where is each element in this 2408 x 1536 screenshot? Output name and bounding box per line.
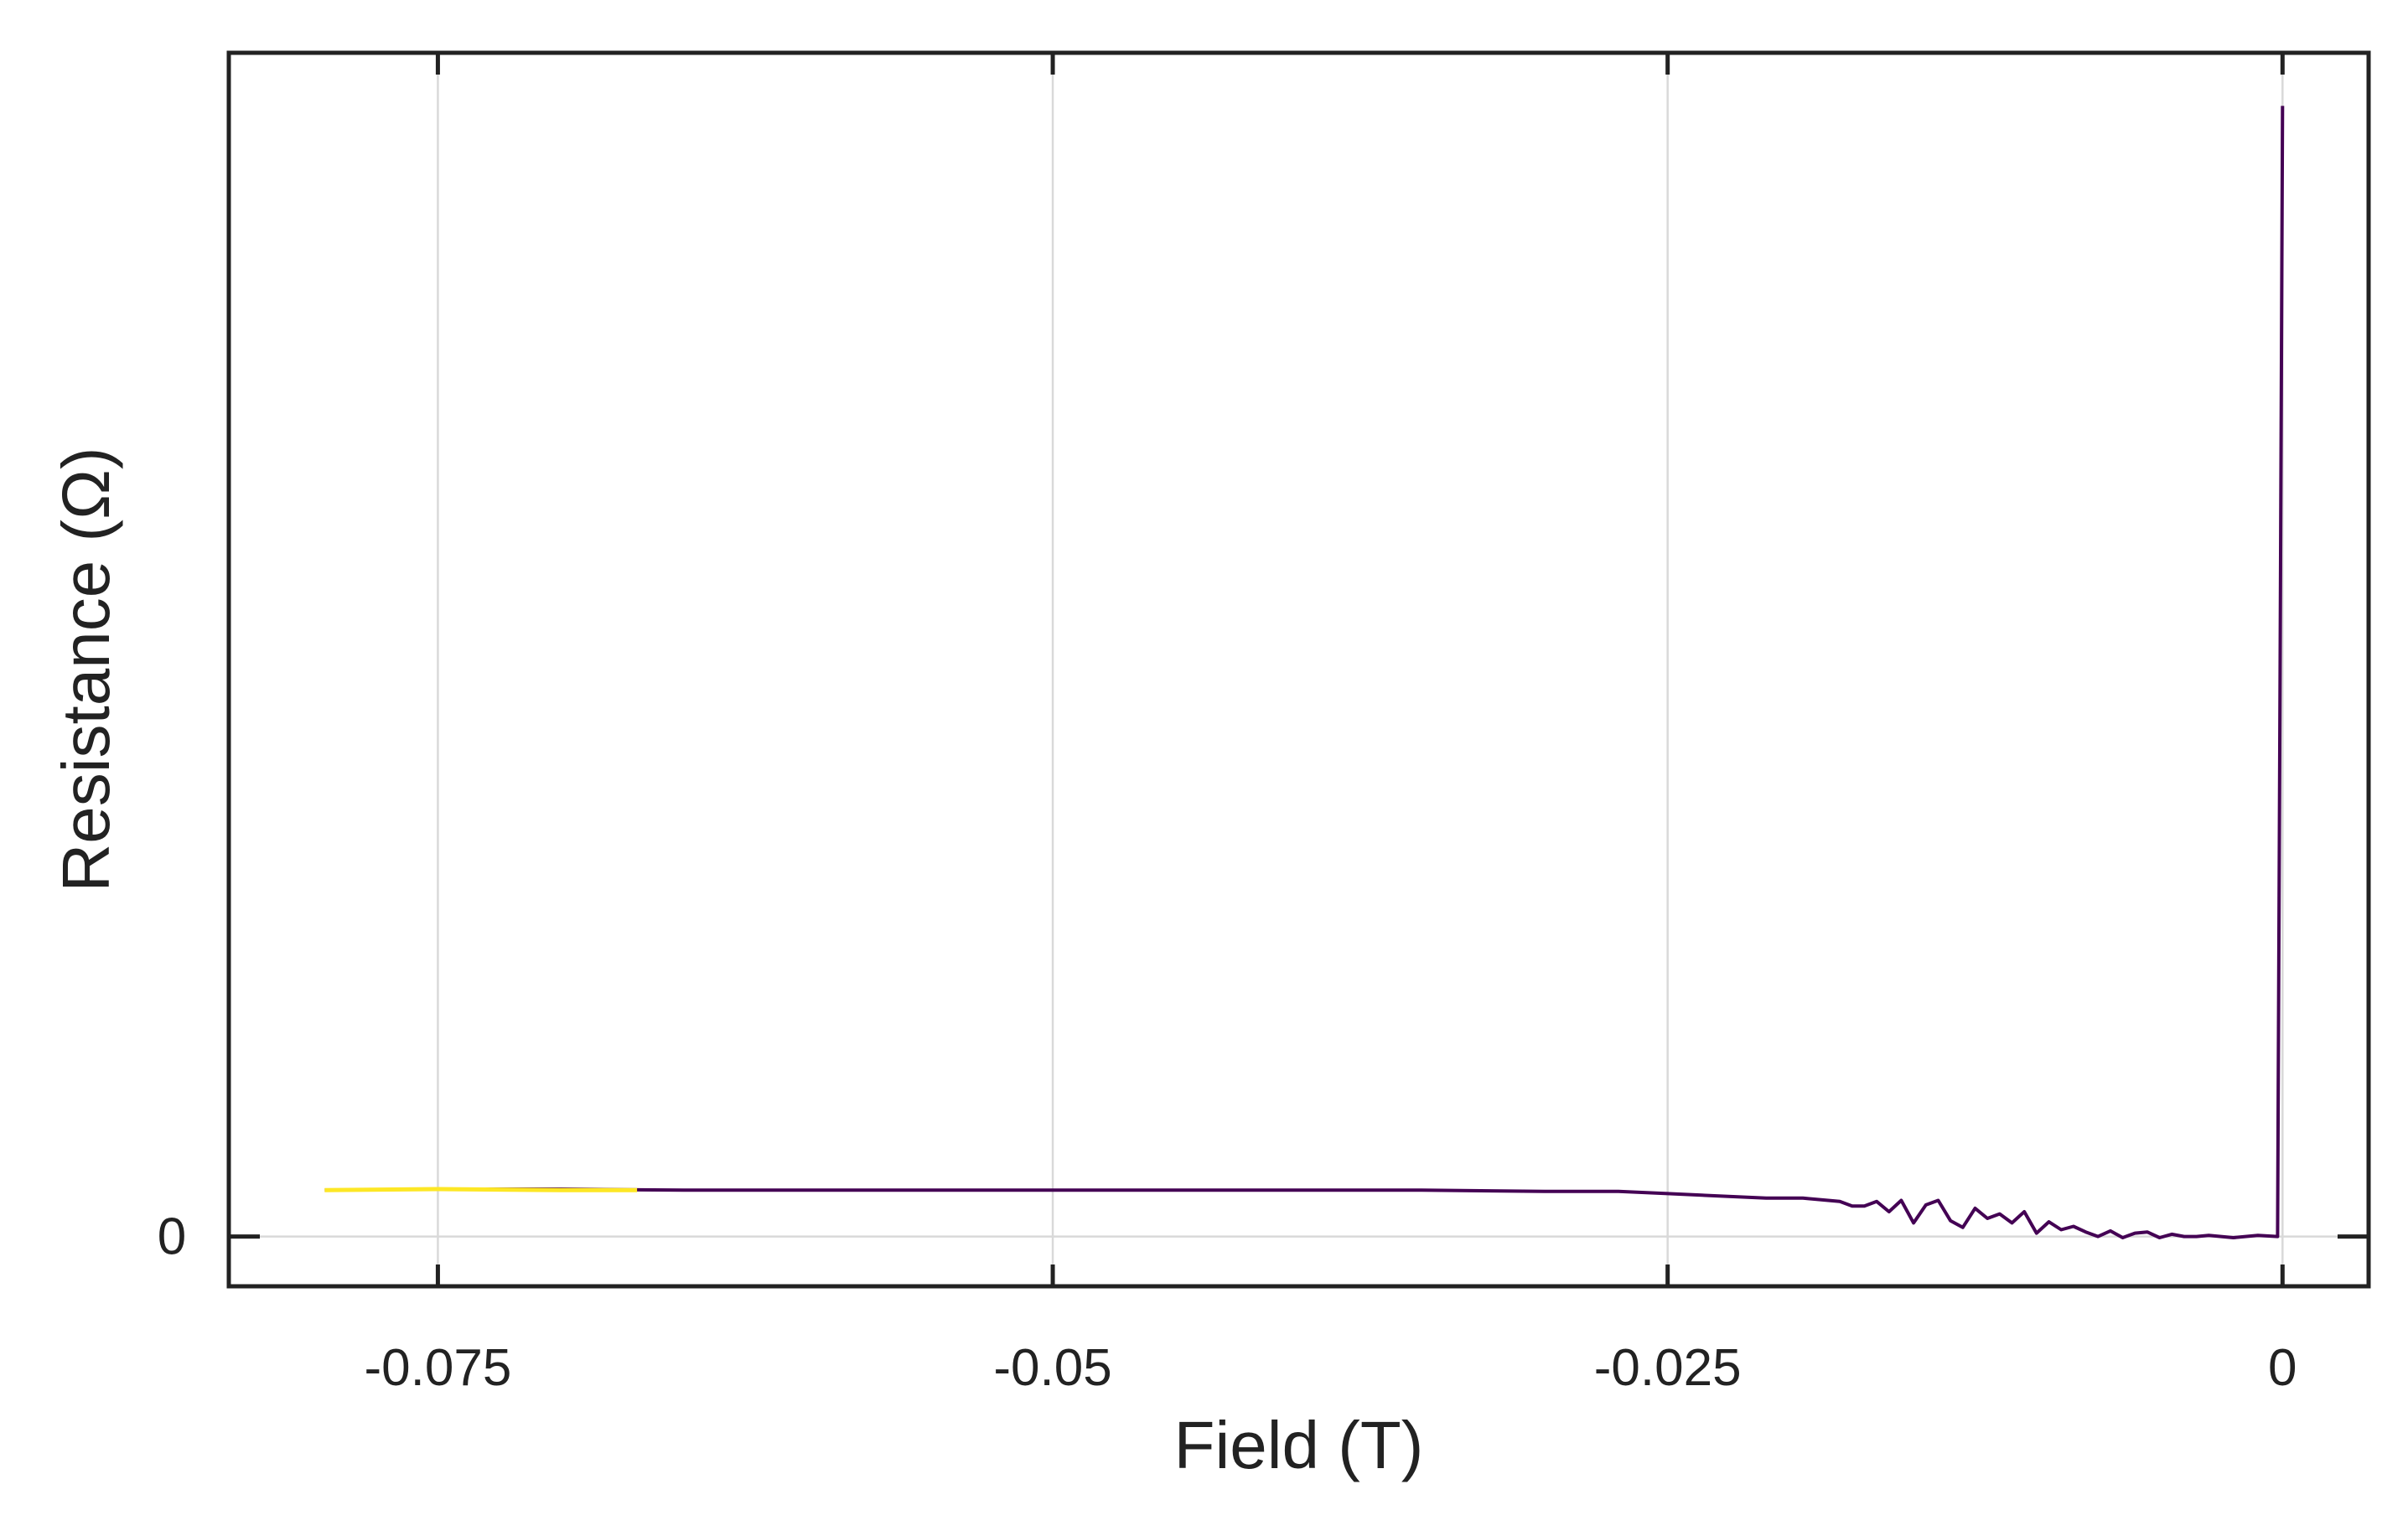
x-tick-label-3: 0 — [2268, 1339, 2297, 1397]
series-line-0 — [324, 106, 2285, 1239]
x-tick-label-2: -0.025 — [1594, 1339, 1742, 1397]
y-axis-label: Resistance (Ω) — [49, 447, 123, 892]
series-layer — [324, 106, 2285, 1239]
grid-lines — [229, 53, 2369, 1286]
x-axis-label: Field (T) — [1174, 1408, 1424, 1482]
tick-marks — [229, 53, 2369, 1286]
x-tick-label-1: -0.05 — [993, 1339, 1111, 1397]
x-tick-label-0: -0.075 — [365, 1339, 512, 1397]
plot-frame — [226, 50, 2371, 1289]
tick-labels: -0.075 -0.05 -0.025 0 0 — [158, 1208, 2297, 1397]
y-tick-label-0: 0 — [158, 1208, 186, 1266]
series-line-1 — [324, 1187, 638, 1192]
